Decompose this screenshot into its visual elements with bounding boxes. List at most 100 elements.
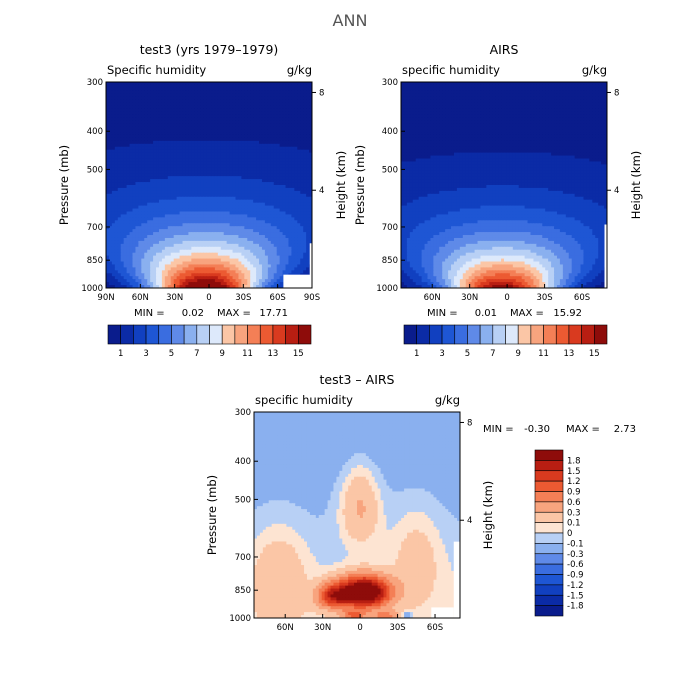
contour-cell — [279, 240, 284, 245]
contour-cell — [270, 93, 275, 98]
contour-cell — [264, 229, 269, 233]
contour-cell — [176, 90, 181, 95]
contour-cell — [120, 249, 125, 254]
contour-cell — [235, 196, 240, 201]
contour-cell — [141, 211, 145, 216]
contour-cell — [135, 208, 139, 213]
contour-cell — [229, 208, 234, 213]
contour-cell — [164, 211, 169, 216]
contour-cell — [288, 220, 292, 224]
contour-cell — [147, 170, 151, 174]
contour-cell — [188, 202, 192, 207]
contour-cell — [300, 96, 304, 101]
contour-cell — [206, 146, 210, 151]
contour-cell — [261, 208, 266, 213]
contour-cell — [161, 261, 166, 266]
contour-cell — [253, 217, 257, 221]
contour-cell — [144, 240, 148, 245]
contour-cell — [126, 176, 131, 180]
contour-cell — [167, 99, 172, 104]
contour-cell — [161, 111, 166, 115]
contour-cell — [264, 246, 269, 251]
contour-cell — [164, 132, 169, 136]
contour-cell — [170, 232, 175, 236]
contour-cell — [253, 196, 257, 201]
contour-cell — [211, 211, 216, 216]
contour-cell — [297, 255, 301, 260]
contour-cell — [194, 232, 198, 236]
contour-cell — [156, 167, 160, 171]
contour-cell — [108, 84, 113, 89]
y-tick-label: 500 — [87, 165, 103, 175]
contour-cell — [141, 190, 145, 195]
contour-cell — [158, 170, 163, 174]
contour-cell — [238, 264, 242, 268]
contour-cell — [117, 123, 122, 127]
contour-cell — [132, 229, 137, 233]
contour-cell — [156, 237, 160, 242]
contour-cell — [158, 134, 163, 139]
contour-cell — [279, 158, 284, 163]
contour-cell — [179, 211, 184, 216]
contour-cell — [167, 87, 172, 92]
contour-cell — [191, 161, 195, 165]
contour-cell — [153, 276, 157, 280]
contour-cell — [173, 223, 178, 227]
contour-cell — [135, 90, 139, 95]
contour-cell — [303, 196, 307, 201]
contour-cell — [253, 185, 257, 189]
contour-cell — [191, 134, 195, 139]
contour-cell — [229, 185, 234, 189]
contour-cell — [206, 185, 210, 189]
contour-cell — [167, 96, 172, 101]
contour-cell — [123, 167, 128, 171]
contour-cell — [111, 117, 116, 121]
contour-cell — [106, 255, 110, 260]
contour-cell — [288, 264, 292, 268]
contour-cell — [309, 173, 312, 177]
contour-cell — [117, 208, 122, 213]
contour-cell — [141, 152, 145, 157]
contour-cell — [291, 84, 295, 89]
contour-cell — [114, 99, 119, 104]
contour-cell — [291, 123, 295, 127]
contour-cell — [256, 226, 260, 230]
contour-cell — [253, 152, 257, 157]
contour-cell — [226, 282, 231, 286]
contour-cell — [217, 108, 222, 113]
contour-cell — [114, 223, 119, 227]
contour-cell — [129, 202, 134, 207]
contour-cell — [167, 170, 172, 174]
contour-cell — [297, 199, 301, 204]
contour-cell — [261, 279, 266, 283]
contour-cell — [229, 146, 234, 151]
contour-cell — [244, 190, 248, 195]
contour-cell — [279, 149, 284, 154]
contour-cell — [164, 114, 169, 118]
contour-cell — [288, 176, 292, 180]
contour-cell — [297, 173, 301, 177]
contour-cell — [126, 179, 131, 183]
contour-cell — [203, 270, 207, 274]
contour-cell — [153, 223, 157, 227]
contour-cell — [256, 196, 260, 201]
contour-cell — [282, 158, 287, 163]
contour-cell — [282, 190, 287, 195]
contour-cell — [214, 240, 219, 245]
contour-cell — [111, 158, 116, 163]
contour-cell — [173, 229, 178, 233]
contour-cell — [170, 176, 175, 180]
contour-cell — [279, 123, 284, 127]
contour-cell — [156, 276, 160, 280]
contour-cell — [182, 199, 187, 204]
contour-cell — [185, 108, 189, 113]
contour-cell — [288, 132, 292, 136]
contour-cell — [285, 208, 290, 213]
contour-cell — [132, 176, 137, 180]
contour-cell — [194, 170, 198, 174]
contour-cell — [288, 155, 292, 160]
contour-cell — [185, 158, 189, 163]
contour-cell — [282, 102, 287, 107]
contour-cell — [209, 211, 213, 216]
contour-cell — [241, 185, 245, 189]
